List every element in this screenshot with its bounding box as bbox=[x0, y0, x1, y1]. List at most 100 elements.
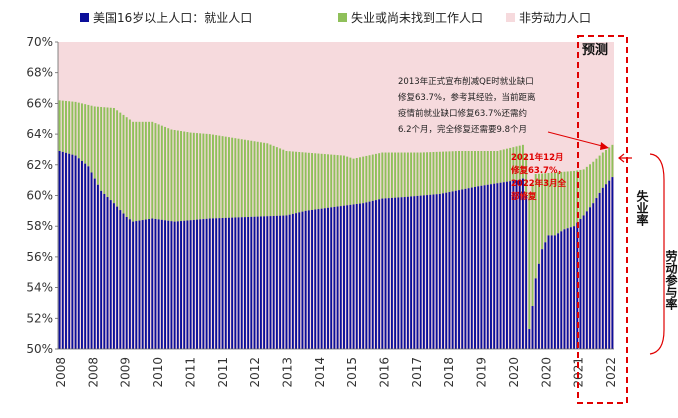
bar-employed bbox=[528, 329, 531, 349]
bar-unemployed bbox=[336, 155, 339, 207]
bar-unemployed bbox=[346, 156, 349, 206]
bar-unemployed bbox=[365, 155, 368, 203]
y-tick-label: 60% bbox=[26, 189, 53, 203]
bar-employed bbox=[100, 190, 103, 349]
y-tick-label: 50% bbox=[26, 342, 53, 356]
bar-unemployed bbox=[387, 152, 390, 199]
bar-employed bbox=[470, 187, 473, 349]
bar-employed bbox=[362, 203, 365, 349]
bar-employed bbox=[582, 215, 585, 349]
bar-unemployed bbox=[477, 150, 480, 187]
bar-employed bbox=[301, 211, 304, 349]
bar-unemployed bbox=[183, 131, 186, 221]
bar-unemployed bbox=[269, 144, 272, 217]
bar-unemployed bbox=[435, 151, 438, 195]
bar-employed bbox=[598, 192, 601, 349]
bar-employed bbox=[601, 187, 604, 349]
bar-employed bbox=[426, 195, 429, 349]
bar-employed bbox=[553, 235, 556, 349]
bar-unemployed bbox=[144, 121, 147, 220]
bar-unemployed bbox=[112, 108, 115, 204]
bar-unemployed bbox=[87, 104, 90, 167]
bar-unemployed bbox=[148, 121, 151, 220]
y-tick-label: 54% bbox=[26, 281, 53, 295]
bar-employed bbox=[173, 221, 176, 349]
bar-unemployed bbox=[374, 153, 377, 201]
bar-employed bbox=[451, 191, 454, 349]
bar-unemployed bbox=[250, 140, 253, 217]
bar-unemployed bbox=[550, 172, 553, 236]
bar-employed bbox=[135, 221, 138, 349]
bar-employed bbox=[406, 196, 409, 349]
bar-unemployed bbox=[541, 173, 544, 250]
bar-unemployed bbox=[122, 114, 125, 214]
bar-employed bbox=[196, 219, 198, 349]
bar-unemployed bbox=[317, 153, 320, 210]
bar-employed bbox=[547, 235, 550, 349]
bar-unemployed bbox=[384, 152, 387, 199]
bar-unemployed bbox=[359, 157, 361, 204]
bar-employed bbox=[186, 220, 189, 349]
bar-employed bbox=[563, 229, 566, 349]
bar-unemployed bbox=[138, 121, 141, 221]
bar-employed bbox=[359, 203, 361, 349]
bar-unemployed bbox=[352, 158, 355, 205]
bar-employed bbox=[416, 195, 419, 349]
bar-employed bbox=[544, 242, 547, 349]
legend: 美国16岁以上人口：就业人口 失业或尚未找到工作人口 非劳动力人口 bbox=[80, 10, 591, 25]
bar-employed bbox=[256, 216, 259, 349]
bar-unemployed bbox=[601, 152, 604, 188]
bar-employed bbox=[125, 216, 128, 349]
bar-unemployed bbox=[192, 132, 195, 220]
bar-unemployed bbox=[119, 112, 122, 211]
bar-employed bbox=[413, 196, 416, 349]
annotation-qe-line-3: 疫情前就业缺口修复63.7%还需约 bbox=[398, 108, 527, 119]
bar-employed bbox=[464, 188, 467, 349]
series-area-not-in-labor-force bbox=[58, 42, 614, 349]
bar-unemployed bbox=[445, 151, 448, 193]
bar-employed bbox=[365, 202, 368, 349]
bar-unemployed bbox=[160, 125, 163, 220]
bar-unemployed bbox=[81, 103, 83, 161]
bar-employed bbox=[96, 184, 99, 349]
bar-employed bbox=[266, 216, 269, 349]
bar-unemployed bbox=[314, 153, 317, 210]
bar-unemployed bbox=[486, 150, 489, 185]
annotation-recovery-line-4: 部修复 bbox=[511, 191, 537, 202]
bar-employed bbox=[160, 219, 163, 349]
bar-unemployed bbox=[467, 150, 470, 189]
bar-unemployed bbox=[557, 172, 560, 234]
legend-label-nilf: 非劳动力人口 bbox=[519, 11, 591, 25]
bar-unemployed bbox=[611, 144, 614, 178]
bar-unemployed bbox=[196, 133, 198, 220]
legend-swatch-nilf bbox=[506, 13, 515, 22]
x-tick-label: 2019 bbox=[475, 357, 489, 388]
bar-employed bbox=[400, 197, 403, 349]
bar-unemployed bbox=[537, 173, 540, 264]
bar-unemployed bbox=[595, 158, 598, 199]
bar-employed bbox=[397, 197, 400, 349]
bar-employed bbox=[605, 184, 607, 349]
bar-employed bbox=[167, 220, 170, 349]
bar-employed bbox=[307, 210, 310, 349]
bar-employed bbox=[480, 185, 483, 349]
bar-unemployed bbox=[234, 138, 237, 218]
x-tick-label: 2011 bbox=[183, 357, 197, 388]
bar-unemployed bbox=[74, 101, 77, 156]
bar-employed bbox=[61, 151, 64, 349]
bar-employed bbox=[327, 207, 329, 349]
bar-unemployed bbox=[458, 150, 460, 191]
bar-unemployed bbox=[256, 141, 259, 217]
bar-employed bbox=[259, 216, 262, 349]
annotation-recovery-line-2: 修复63.7%， bbox=[510, 165, 566, 176]
bar-employed bbox=[531, 306, 534, 349]
legend-swatch-unemployed bbox=[338, 13, 347, 22]
bar-employed bbox=[569, 227, 572, 349]
forecast-label: 预测 bbox=[582, 42, 608, 58]
bar-employed bbox=[330, 207, 333, 349]
bar-employed bbox=[461, 189, 464, 349]
bar-employed bbox=[490, 184, 492, 349]
bar-unemployed bbox=[240, 139, 243, 218]
bar-unemployed bbox=[218, 135, 221, 219]
bar-employed bbox=[170, 221, 173, 349]
